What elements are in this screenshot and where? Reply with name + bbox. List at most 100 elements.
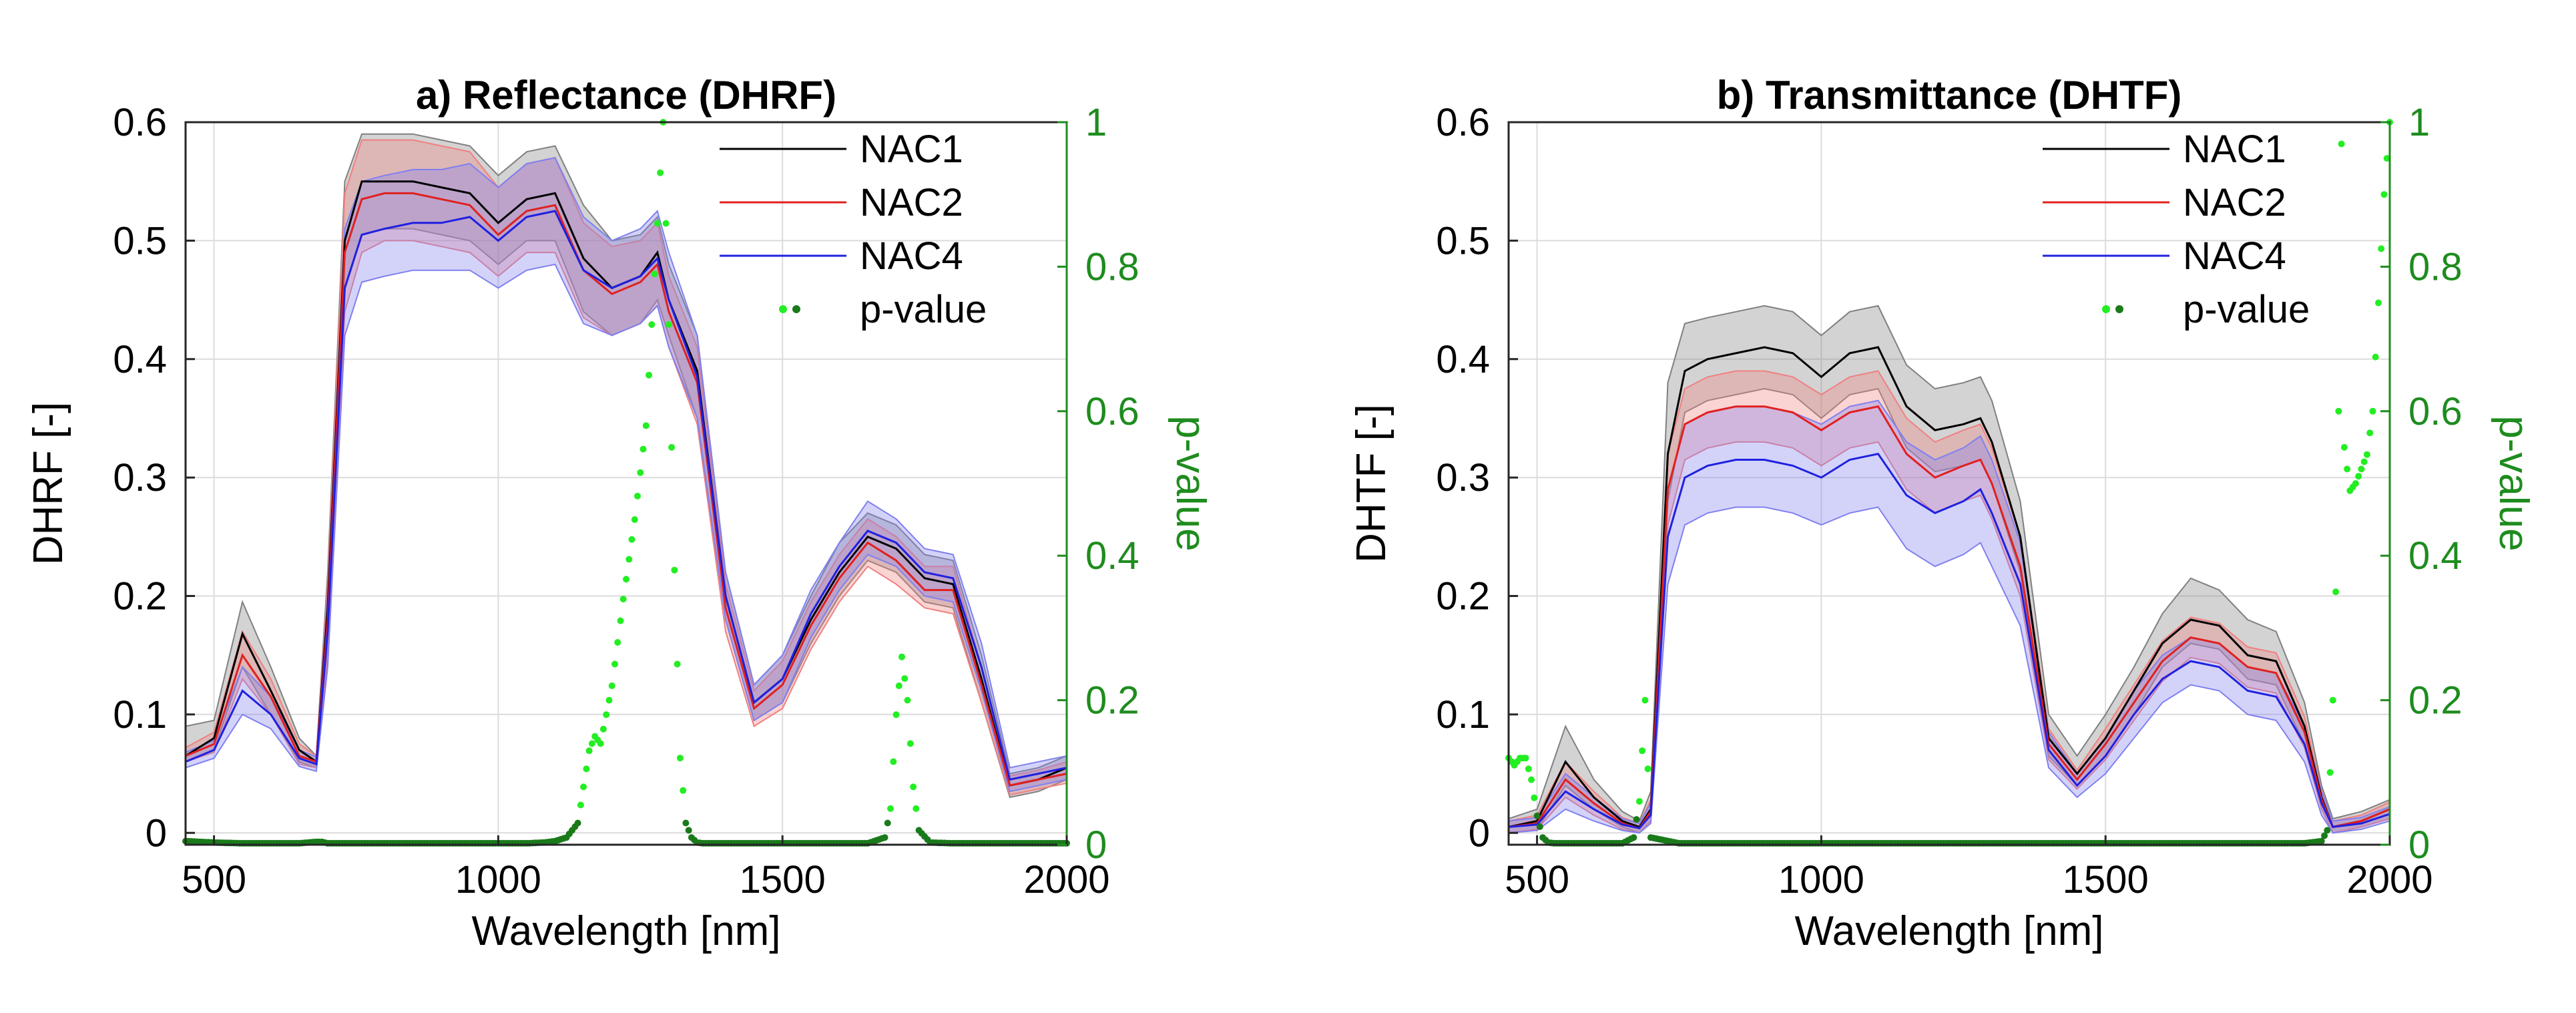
pvalue-point — [1536, 823, 1543, 830]
pvalue-point — [674, 660, 681, 668]
pvalue-point — [639, 445, 647, 453]
pvalue-point — [637, 469, 644, 476]
y2-tick-label: 0.8 — [1085, 245, 1139, 288]
pvalue-point — [901, 675, 909, 682]
y-tick-label: 0.3 — [113, 456, 167, 499]
pvalue-point — [2355, 473, 2362, 480]
legend-swatch-pvalue — [2102, 305, 2110, 313]
pvalue-point — [585, 747, 593, 755]
pvalue-point — [904, 696, 911, 704]
pvalue-point — [634, 492, 641, 499]
legend-label: NAC2 — [2183, 181, 2286, 224]
pvalue-point — [884, 819, 891, 827]
y2-tick-label: 0.2 — [1085, 679, 1139, 723]
pvalue-point — [654, 220, 661, 227]
pvalue-point — [646, 371, 653, 379]
pvalue-point — [2326, 769, 2334, 776]
chart-title: b) Transmittance (DHTF) — [1717, 73, 2182, 118]
pvalue-point — [890, 758, 897, 765]
pvalue-point — [617, 617, 624, 624]
legend-swatch-pvalue — [792, 305, 800, 313]
y-tick-label: 0.6 — [1436, 101, 1490, 144]
y2-tick-label: 0 — [2408, 823, 2430, 867]
pvalue-point — [2372, 353, 2379, 361]
pvalue-point — [892, 711, 900, 719]
x-tick-label: 1500 — [740, 858, 826, 901]
pvalue-point — [1644, 765, 1651, 773]
y-tick-label: 0.2 — [1436, 575, 1490, 618]
pvalue-point — [2329, 696, 2336, 704]
pvalue-point — [619, 596, 627, 603]
line-nac2 — [1508, 405, 2390, 829]
pvalue-point — [574, 819, 581, 827]
pvalue-point — [913, 805, 920, 812]
y-tick-label: 0 — [146, 811, 167, 855]
pvalue-point — [907, 740, 914, 747]
x-tick-label: 500 — [182, 858, 246, 901]
pvalue-point — [680, 787, 687, 794]
y-tick-label: 0.1 — [1436, 693, 1490, 737]
pvalue-point — [648, 321, 656, 328]
legend-label: p-value — [2183, 288, 2310, 331]
pvalue-point — [668, 443, 676, 451]
pvalue-point — [1531, 794, 1538, 801]
pvalue-point — [642, 422, 650, 429]
x-axis-label: Wavelength [nm] — [472, 908, 781, 954]
legend-swatch-pvalue — [2115, 305, 2123, 313]
pvalue-point — [2324, 827, 2331, 834]
y-tick-label: 0.4 — [113, 338, 167, 381]
pvalue-point — [1525, 765, 1532, 773]
pvalue-point — [577, 801, 584, 809]
y-tick-label: 0.3 — [1436, 456, 1490, 499]
x-tick-label: 2000 — [2346, 858, 2432, 901]
legend: NAC1 NAC2 NAC4 p-value — [2043, 128, 2310, 331]
pvalue-point — [662, 220, 670, 227]
y-tick-label: 0.4 — [1436, 338, 1490, 381]
pvalue-point — [665, 321, 672, 328]
y-tick-label: 0.1 — [113, 693, 167, 737]
pvalue-point — [2340, 443, 2348, 451]
pvalue-point — [605, 696, 613, 704]
pvalue-point — [895, 682, 903, 689]
pvalue-point — [631, 516, 638, 524]
pvalue-point — [2338, 140, 2345, 148]
legend-swatch-pvalue — [779, 305, 787, 313]
y-axis-label: DHRF [-] — [25, 402, 71, 566]
pvalue-point — [580, 783, 587, 791]
pvalue-point — [2344, 465, 2351, 473]
pvalue-point — [588, 740, 595, 747]
pvalue-point — [603, 711, 610, 719]
pvalue-point — [2380, 191, 2388, 198]
pvalue-point — [651, 270, 658, 278]
pvalue-point — [611, 660, 618, 668]
legend-label: NAC4 — [2183, 234, 2286, 278]
x-tick-label: 1000 — [455, 858, 541, 901]
pvalue-point — [1533, 812, 1541, 819]
pvalue-point — [685, 827, 692, 834]
pvalue-point — [2358, 465, 2365, 473]
x-tick-label: 1000 — [1778, 858, 1864, 901]
panel-transmittance: 500 1000 1500 200000.10.20.30.40.50.600.20.… — [1348, 73, 2537, 954]
y-tick-label: 0.2 — [113, 575, 167, 618]
x-tick-label: 500 — [1505, 858, 1569, 901]
y2-tick-label: 0 — [1085, 823, 1107, 867]
legend-label: NAC2 — [860, 181, 963, 224]
pvalue-point — [2321, 832, 2328, 839]
y2-tick-label: 0.8 — [2408, 245, 2463, 288]
pvalue-point — [881, 834, 888, 841]
pvalue-point — [657, 169, 664, 176]
y-tick-label: 0.6 — [113, 101, 167, 144]
legend-label: NAC4 — [860, 234, 963, 278]
line-nac4 — [1508, 453, 2390, 829]
pvalue-point — [583, 765, 590, 773]
pvalue-point — [623, 576, 629, 583]
pvalue-point — [2363, 451, 2370, 458]
panel-reflectance: 500 1000 1500 200000.10.20.30.40.50.600.20.… — [25, 73, 1214, 954]
pvalue-point — [671, 566, 678, 574]
pvalue-point — [2335, 407, 2342, 415]
pvalue-point — [1630, 834, 1637, 841]
pvalue-point — [599, 725, 607, 733]
pvalue-point — [1641, 696, 1649, 704]
